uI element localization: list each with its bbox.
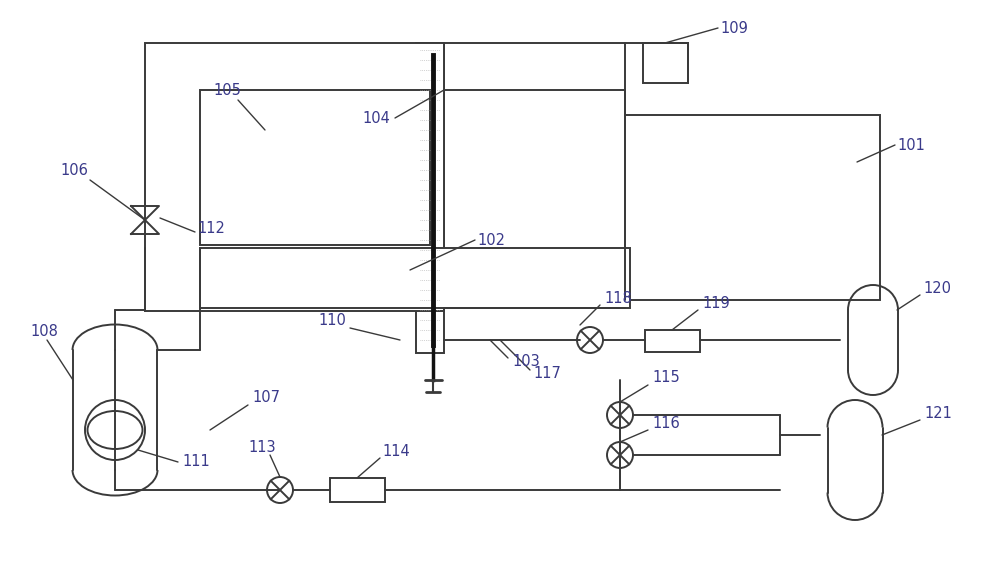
Text: 118: 118 bbox=[604, 290, 632, 306]
Text: 101: 101 bbox=[897, 138, 925, 152]
Text: 117: 117 bbox=[533, 367, 561, 382]
Bar bbox=[416, 43, 444, 353]
Text: 120: 120 bbox=[923, 281, 951, 296]
Text: 114: 114 bbox=[382, 444, 410, 460]
Text: 113: 113 bbox=[248, 440, 276, 456]
Bar bbox=[145, 43, 444, 311]
Bar bbox=[200, 90, 430, 245]
Bar bbox=[330, 478, 385, 502]
Bar bbox=[625, 115, 880, 300]
Text: 108: 108 bbox=[30, 325, 58, 339]
Text: 116: 116 bbox=[652, 417, 680, 432]
Text: 104: 104 bbox=[362, 110, 390, 125]
Text: 119: 119 bbox=[702, 296, 730, 310]
Bar bbox=[200, 248, 630, 308]
Text: 106: 106 bbox=[60, 163, 88, 178]
Bar bbox=[643, 43, 688, 83]
Text: 107: 107 bbox=[252, 390, 280, 406]
Text: 109: 109 bbox=[720, 20, 748, 35]
Bar bbox=[645, 330, 700, 352]
Text: 121: 121 bbox=[924, 407, 952, 421]
Text: 110: 110 bbox=[318, 313, 346, 328]
Text: 111: 111 bbox=[182, 454, 210, 469]
Text: 105: 105 bbox=[213, 83, 241, 98]
Text: 112: 112 bbox=[197, 221, 225, 235]
Text: 103: 103 bbox=[512, 354, 540, 370]
Text: 102: 102 bbox=[477, 232, 505, 248]
Text: 115: 115 bbox=[652, 371, 680, 386]
